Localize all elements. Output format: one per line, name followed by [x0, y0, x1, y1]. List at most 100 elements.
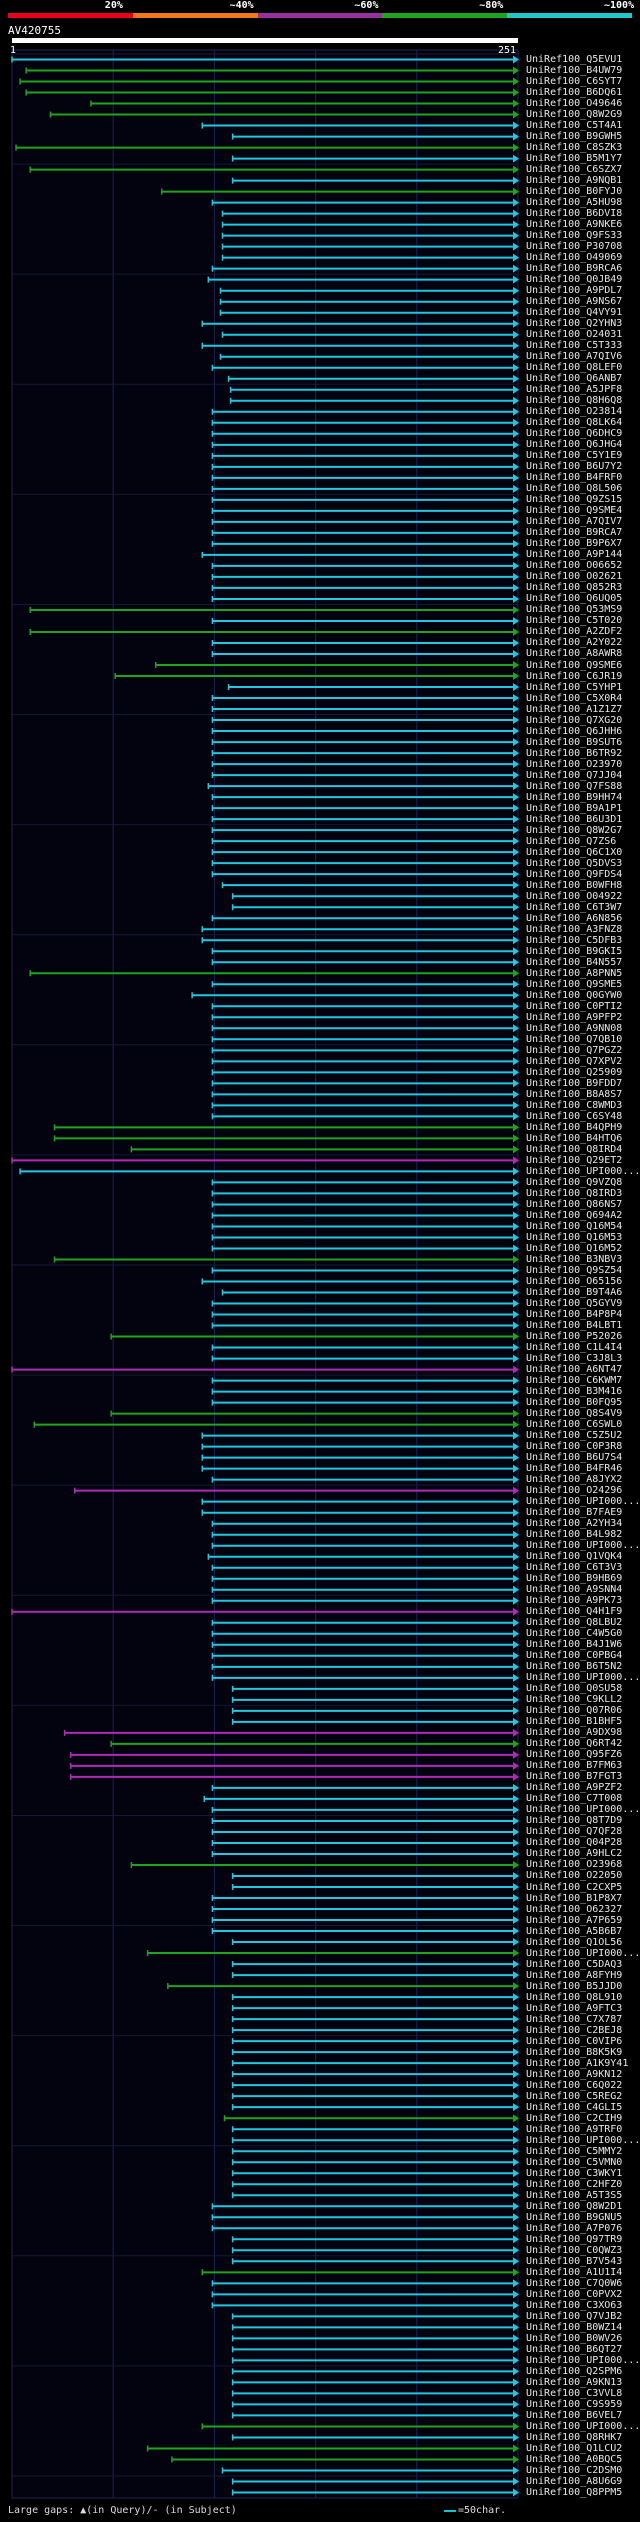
hit-label[interactable]: UniRef100_Q9SME6: [526, 659, 623, 671]
hit-label[interactable]: UniRef100_B6DVI8: [526, 208, 623, 220]
hit-label[interactable]: UniRef100_Q86NS7: [526, 1198, 623, 1210]
hit-label[interactable]: UniRef100_Q7FS88: [526, 780, 623, 792]
hit-label[interactable]: UniRef100_Q8W2D1: [526, 2200, 623, 2212]
hit-label[interactable]: UniRef100_C5Y1E9: [526, 450, 623, 462]
hit-label[interactable]: UniRef100_A9KN13: [526, 2376, 623, 2388]
hit-label[interactable]: UniRef100_Q8T7D9: [526, 1815, 623, 1827]
hit-label[interactable]: UniRef100_Q694A2: [526, 1209, 623, 1221]
hit-label[interactable]: UniRef100_P30708: [526, 241, 623, 253]
hit-label[interactable]: UniRef100_Q0SU58: [526, 1683, 623, 1695]
hit-label[interactable]: UniRef100_C6JR19: [526, 670, 623, 682]
hit-label[interactable]: UniRef100_O65156: [526, 1276, 623, 1287]
hit-label[interactable]: UniRef100_Q8L506: [526, 483, 623, 495]
hit-label[interactable]: UniRef100_B4FRF0: [526, 472, 623, 484]
hit-label[interactable]: UniRef100_A1U1I4: [526, 2266, 623, 2278]
hit-label[interactable]: UniRef100_Q8LEF0: [526, 362, 623, 374]
hit-label[interactable]: UniRef100_Q0GYW0: [526, 989, 623, 1001]
hit-label[interactable]: UniRef100_O02621: [526, 571, 623, 583]
hit-label[interactable]: UniRef100_A9P144: [526, 549, 623, 561]
hit-label[interactable]: UniRef100_Q9VZQ8: [526, 1176, 623, 1188]
hit-label[interactable]: UniRef100_A2Y022: [526, 637, 623, 649]
hit-label[interactable]: UniRef100_A5JPF8: [526, 384, 623, 396]
hit-label[interactable]: UniRef100_Q5EVU1: [526, 54, 623, 65]
hit-label[interactable]: UniRef100_A6N856: [526, 912, 623, 924]
hit-label[interactable]: UniRef100_Q6JHH6: [526, 725, 623, 737]
hit-label[interactable]: UniRef100_A5T3S5: [526, 2189, 623, 2201]
hit-label[interactable]: UniRef100_Q6UQ05: [526, 593, 623, 605]
hit-label[interactable]: UniRef100_A1K9Y41: [526, 2057, 629, 2069]
hit-label[interactable]: UniRef100_C8WMD3: [526, 1099, 623, 1111]
hit-label[interactable]: UniRef100_A7QIV6: [526, 351, 623, 363]
hit-label[interactable]: UniRef100_Q6DHC9: [526, 428, 623, 440]
hit-label[interactable]: UniRef100_B7V543: [526, 2255, 623, 2267]
hit-label[interactable]: UniRef100_A2ZDF2: [526, 626, 623, 638]
hit-label[interactable]: UniRef100_O49069: [526, 252, 623, 264]
hit-label[interactable]: UniRef100_A9PFP2: [526, 1011, 623, 1023]
hit-label[interactable]: UniRef100_Q7JJ04: [526, 769, 623, 781]
hit-label[interactable]: UniRef100_Q5DVS3: [526, 857, 623, 869]
hit-label[interactable]: UniRef100_Q25909: [526, 1066, 623, 1078]
hit-label[interactable]: UniRef100_C6SWL0: [526, 1419, 623, 1431]
hit-label[interactable]: UniRef100_A7QIV7: [526, 516, 623, 528]
hit-label[interactable]: UniRef100_UPI000...: [526, 1496, 640, 1508]
hit-label[interactable]: UniRef100_Q95FZ6: [526, 1749, 623, 1761]
hit-label[interactable]: UniRef100_Q9FDS4: [526, 868, 623, 880]
hit-label[interactable]: UniRef100_A9NQB1: [526, 175, 623, 187]
hit-label[interactable]: UniRef100_A9NN08: [526, 1022, 623, 1034]
hit-label[interactable]: UniRef100_Q8LBU2: [526, 1617, 623, 1629]
hit-label[interactable]: UniRef100_A9HLC2: [526, 1848, 623, 1860]
hit-label[interactable]: UniRef100_C7X787: [526, 2013, 623, 2025]
hit-label[interactable]: UniRef100_C5T333: [526, 340, 623, 352]
hit-label[interactable]: UniRef100_C6SY48: [526, 1110, 623, 1122]
hit-label[interactable]: UniRef100_A1Z1Z7: [526, 703, 623, 715]
hit-label[interactable]: UniRef100_B9GKI5: [526, 945, 623, 957]
hit-label[interactable]: UniRef100_C7Q0W6: [526, 2277, 623, 2289]
hit-label[interactable]: UniRef100_B9GNU5: [526, 2211, 623, 2223]
hit-label[interactable]: UniRef100_O62327: [526, 1903, 623, 1915]
hit-label[interactable]: UniRef100_Q4VY91: [526, 307, 623, 319]
hit-label[interactable]: UniRef100_Q97TR9: [526, 2233, 623, 2245]
hit-label[interactable]: UniRef100_Q6JHG4: [526, 439, 623, 451]
hit-label[interactable]: UniRef100_UPI000...: [526, 1540, 640, 1552]
hit-label[interactable]: UniRef100_O04922: [526, 890, 623, 902]
hit-label[interactable]: UniRef100_B7FGT3: [526, 1771, 623, 1783]
hit-label[interactable]: UniRef100_C6KWM7: [526, 1375, 623, 1387]
hit-label[interactable]: UniRef100_Q2SPM6: [526, 2365, 623, 2377]
hit-label[interactable]: UniRef100_Q7ZS6: [526, 835, 617, 847]
hit-label[interactable]: UniRef100_B9RCA6: [526, 263, 623, 275]
hit-label[interactable]: UniRef100_UPI000...: [526, 1804, 640, 1816]
hit-label[interactable]: UniRef100_Q8H6Q8: [526, 395, 623, 407]
hit-label[interactable]: UniRef100_UPI000...: [526, 2420, 640, 2432]
hit-label[interactable]: UniRef100_Q6C1X0: [526, 846, 623, 858]
hit-label[interactable]: UniRef100_Q4H1F9: [526, 1606, 623, 1618]
hit-label[interactable]: UniRef100_Q7XG20: [526, 714, 623, 726]
hit-label[interactable]: UniRef100_C2BEJ8: [526, 2024, 623, 2036]
hit-label[interactable]: UniRef100_Q07R06: [526, 1705, 623, 1717]
hit-label[interactable]: UniRef100_C6SYT7: [526, 76, 623, 88]
hit-label[interactable]: UniRef100_B9P6X7: [526, 538, 623, 550]
hit-label[interactable]: UniRef100_B6U7S4: [526, 1452, 623, 1464]
hit-label[interactable]: UniRef100_B3NBV3: [526, 1253, 623, 1265]
hit-label[interactable]: UniRef100_C4W5G0: [526, 1628, 623, 1640]
hit-label[interactable]: UniRef100_Q9FS33: [526, 230, 623, 242]
hit-label[interactable]: UniRef100_Q8W2G7: [526, 824, 623, 836]
hit-label[interactable]: UniRef100_Q7PGZ2: [526, 1044, 623, 1056]
hit-label[interactable]: UniRef100_B8A8S7: [526, 1088, 623, 1100]
hit-label[interactable]: UniRef100_B7FAE9: [526, 1507, 623, 1519]
hit-label[interactable]: UniRef100_A3FNZ8: [526, 923, 623, 935]
hit-label[interactable]: UniRef100_B4P8P4: [526, 1309, 623, 1321]
hit-label[interactable]: UniRef100_B1P8X7: [526, 1892, 623, 1904]
hit-label[interactable]: UniRef100_A8U6G9: [526, 2475, 623, 2487]
hit-label[interactable]: UniRef100_B9SUT6: [526, 736, 623, 748]
hit-label[interactable]: UniRef100_B0WV26: [526, 2332, 623, 2344]
hit-label[interactable]: UniRef100_O06652: [526, 560, 623, 572]
hit-label[interactable]: UniRef100_C5DAQ3: [526, 1958, 623, 1970]
hit-label[interactable]: UniRef100_Q7QF28: [526, 1826, 623, 1838]
hit-label[interactable]: UniRef100_C5Z5U2: [526, 1430, 623, 1442]
hit-label[interactable]: UniRef100_Q16M54: [526, 1220, 623, 1232]
hit-label[interactable]: UniRef100_Q8IRD4: [526, 1143, 623, 1155]
hit-label[interactable]: UniRef100_C0PVX2: [526, 2288, 623, 2300]
hit-label[interactable]: UniRef100_B4UW79: [526, 65, 623, 76]
hit-label[interactable]: UniRef100_P52026: [526, 1331, 623, 1343]
hit-label[interactable]: UniRef100_Q29ET2: [526, 1154, 623, 1166]
